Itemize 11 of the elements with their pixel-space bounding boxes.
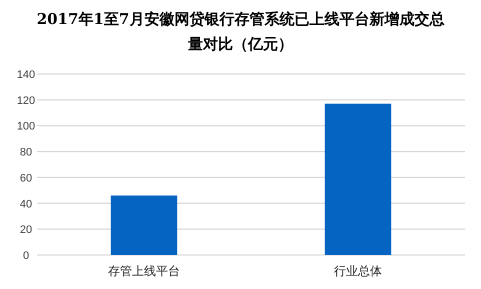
y-tick-label: 0 xyxy=(22,250,30,262)
y-tick-label: 80 xyxy=(20,146,32,159)
x-tick-label: 存管上线平台 xyxy=(108,264,180,278)
y-tick-label: 40 xyxy=(20,198,32,210)
chart-title: 2017年1至7月安徽网贷银行存管系统已上线平台新增成交总量对比（亿元） xyxy=(36,10,444,53)
y-tick-label: 120 xyxy=(16,94,36,107)
y-tick-label: 60 xyxy=(20,172,32,184)
y-tick-label: 140 xyxy=(16,69,36,81)
y-tick-label: 100 xyxy=(16,120,36,133)
x-tick-label: 行业总体 xyxy=(334,264,382,278)
y-tick-label: 20 xyxy=(20,224,32,236)
